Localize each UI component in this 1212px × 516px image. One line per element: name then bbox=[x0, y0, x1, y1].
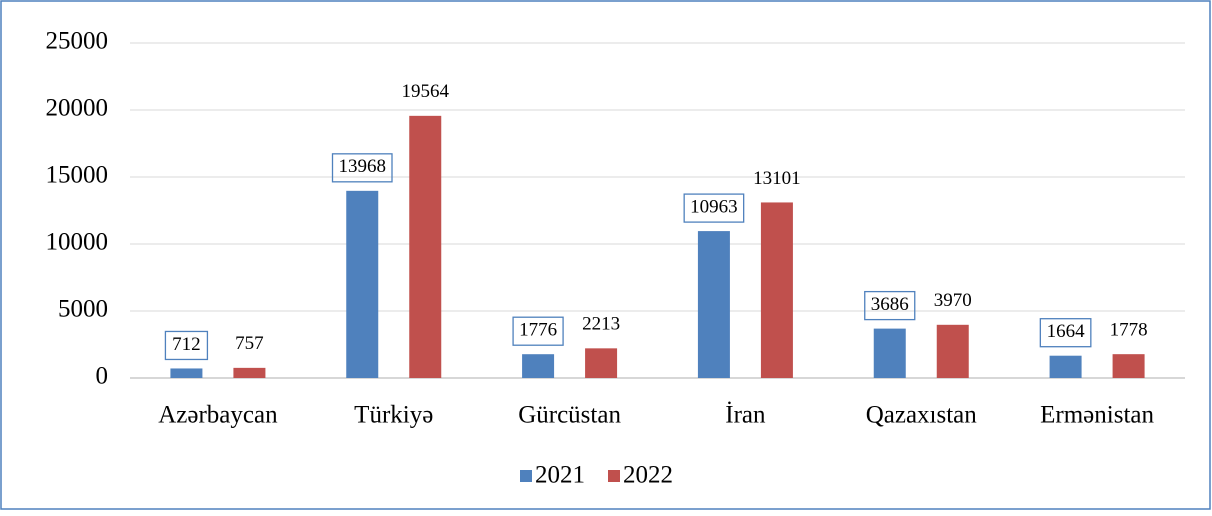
value-label: 712 bbox=[172, 334, 201, 355]
legend-swatch bbox=[608, 470, 620, 482]
value-label: 3970 bbox=[934, 290, 972, 311]
value-label: 1776 bbox=[519, 320, 557, 341]
y-tick-label: 10000 bbox=[46, 229, 109, 256]
value-label-box bbox=[864, 290, 916, 321]
value-label: 19564 bbox=[402, 81, 450, 102]
y-tick-label: 25000 bbox=[46, 28, 109, 55]
y-tick-label: 15000 bbox=[46, 162, 109, 189]
bar bbox=[697, 231, 730, 378]
x-tick-label: Qazaxıstan bbox=[866, 402, 978, 429]
bar bbox=[409, 115, 442, 378]
x-tick-label: Gürcüstan bbox=[518, 402, 621, 429]
value-label: 2213 bbox=[582, 314, 620, 335]
legend-label: 2021 bbox=[535, 462, 585, 489]
bar bbox=[936, 324, 969, 378]
bar bbox=[346, 190, 379, 378]
bar bbox=[233, 367, 266, 378]
value-label-box bbox=[331, 153, 393, 183]
value-label-box bbox=[164, 330, 209, 361]
value-label: 1664 bbox=[1047, 321, 1086, 342]
bar bbox=[585, 348, 618, 378]
y-tick-label: 20000 bbox=[46, 95, 109, 122]
bar bbox=[760, 202, 793, 378]
y-tick-label: 5000 bbox=[58, 296, 108, 323]
x-tick-label: İran bbox=[725, 402, 766, 429]
y-tick-label: 0 bbox=[96, 363, 109, 390]
bar bbox=[1049, 355, 1082, 378]
bar bbox=[873, 328, 906, 378]
bar bbox=[522, 354, 555, 378]
value-label-box bbox=[683, 193, 745, 223]
bar bbox=[170, 368, 203, 378]
legend-swatch bbox=[520, 470, 532, 482]
value-label: 757 bbox=[235, 333, 264, 354]
bar bbox=[1112, 354, 1145, 378]
value-label: 13101 bbox=[753, 168, 801, 189]
x-tick-label: Ermənistan bbox=[1040, 402, 1154, 429]
legend-label: 2022 bbox=[623, 462, 673, 489]
value-label: 10963 bbox=[690, 196, 738, 217]
value-label: 1778 bbox=[1110, 320, 1148, 341]
x-tick-label: Azərbaycan bbox=[158, 402, 278, 429]
value-label-box bbox=[1039, 318, 1092, 348]
value-label-box bbox=[512, 316, 564, 346]
value-label: 3686 bbox=[871, 294, 909, 315]
value-label: 13968 bbox=[339, 156, 387, 177]
x-tick-label: Türkiyə bbox=[354, 402, 433, 429]
